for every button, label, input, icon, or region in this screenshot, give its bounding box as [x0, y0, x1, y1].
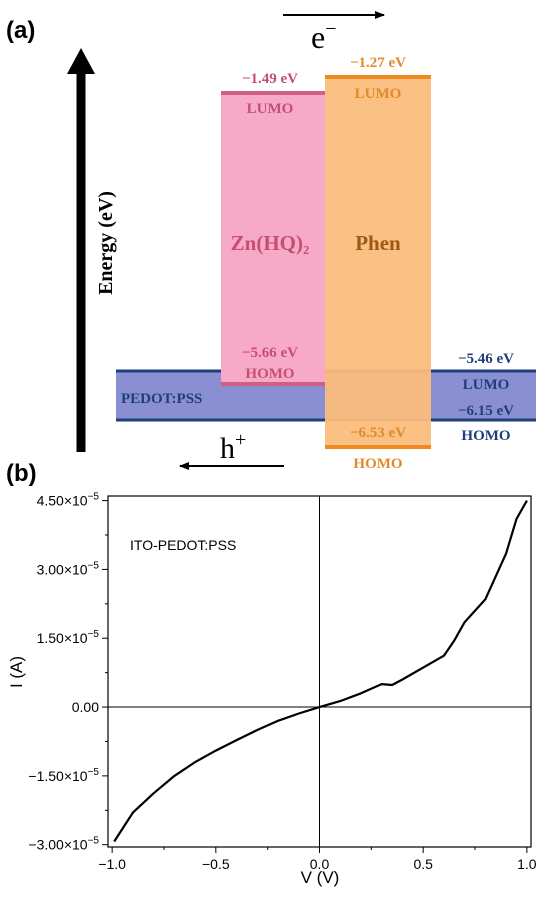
electron-label: e− [311, 18, 336, 55]
panel-b-label: (b) [6, 460, 37, 487]
y-tick-label: 3.00×10−5 [37, 560, 100, 577]
znhq-lumo-label: LUMO [247, 101, 294, 117]
y-axis-label: I (A) [7, 656, 26, 688]
panel-a-label: (a) [6, 17, 35, 44]
iv-curve-group [113, 500, 528, 843]
znhq-homo-value: −5.66 eV [242, 345, 298, 361]
phen-band [325, 77, 431, 447]
y-axis-ticks: −3.00×10−5 −1.50×10−5 0.00 1.50×10−5 3.00×10… [28, 492, 108, 853]
znhq-lumo-value: −1.49 eV [242, 71, 298, 87]
y-tick-label: −1.50×10−5 [28, 767, 99, 784]
phen-lumo-label: LUMO [355, 86, 402, 102]
x-tick-label: −1.0 [98, 856, 126, 872]
hole-label: h+ [220, 429, 246, 465]
pedot-homo-value: −6.15 eV [458, 403, 514, 419]
chart-annotation: ITO-PEDOT:PSS [130, 537, 236, 553]
x-tick-label: 0.0 [310, 856, 330, 872]
energy-axis-arrow [67, 48, 95, 452]
phen-homo-label: HOMO [353, 456, 402, 472]
y-tick-label: 0.00 [72, 699, 99, 715]
y-tick-label: −3.00×10−5 [28, 836, 99, 853]
phen-name: Phen [355, 231, 401, 255]
pedot-lumo-label: LUMO [463, 377, 510, 393]
pedot-lumo-value: −5.46 eV [458, 351, 514, 367]
znhq-name: Zn(HQ)₂ [231, 231, 310, 255]
x-axis-label: V (V) [301, 868, 340, 887]
iv-curve [113, 500, 528, 843]
y-tick-label: 4.50×10−5 [37, 492, 100, 509]
x-tick-label: 1.0 [517, 856, 537, 872]
pedot-homo-label: HOMO [461, 428, 510, 444]
phen-homo-value: −6.53 eV [350, 425, 406, 441]
pedot-name: PEDOT:PSS [121, 391, 202, 407]
x-axis-ticks: −1.0 −0.5 0.0 0.5 1.0 [98, 847, 537, 872]
phen-lumo-value: −1.27 eV [350, 55, 406, 71]
energy-axis-label: Energy (eV) [95, 191, 117, 295]
znhq-homo-label: HOMO [245, 366, 294, 382]
iv-chart: −1.0 −0.5 0.0 0.5 1.0 −3.00×10−5 −1.50×10−5 0.… [7, 492, 537, 887]
x-tick-label: 0.5 [413, 856, 433, 872]
znhq-band [221, 93, 325, 384]
x-tick-label: −0.5 [202, 856, 230, 872]
y-tick-label: 1.50×10−5 [37, 629, 100, 646]
